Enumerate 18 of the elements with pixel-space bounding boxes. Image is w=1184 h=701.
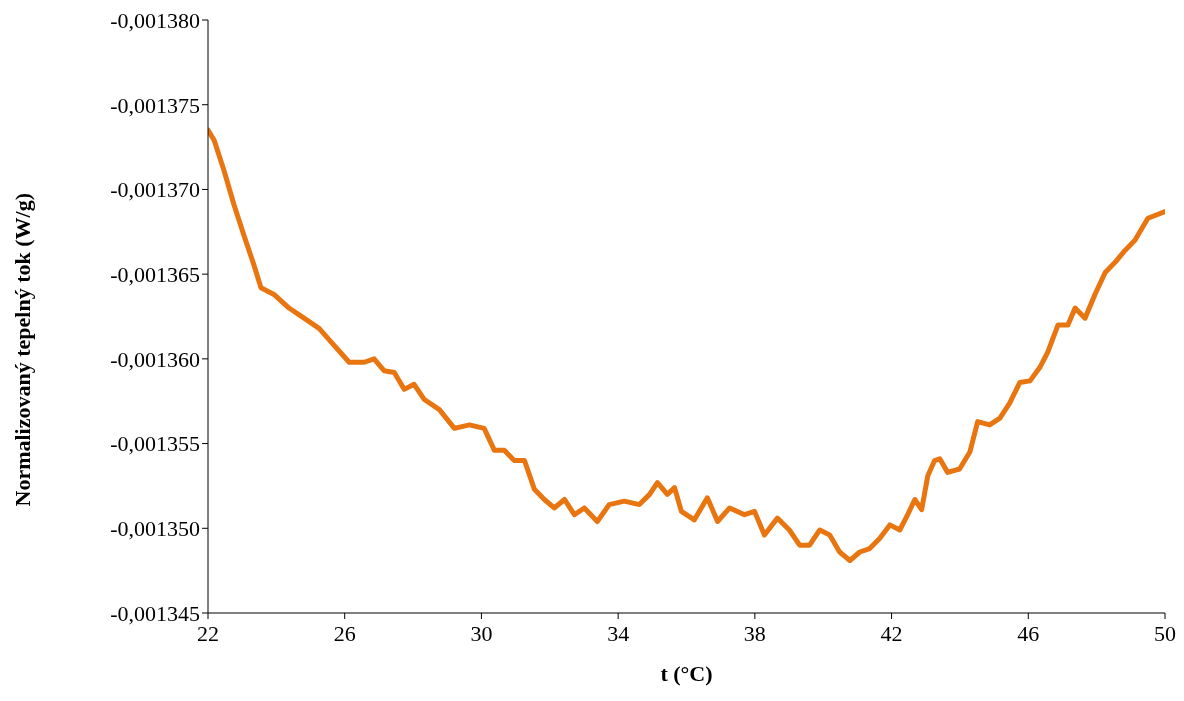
y-tick-label: -0,001360 [110,346,200,372]
x-tick-label: 50 [1154,620,1176,646]
y-tick-label: -0,001345 [110,600,200,626]
x-tick-label: 38 [743,620,766,646]
y-tick-label: -0,001350 [110,516,200,542]
x-tick-label: 34 [607,620,630,646]
x-tick-label: 26 [333,620,356,646]
x-tick-label: 42 [880,620,903,646]
y-tick-label: -0,001355 [110,431,200,457]
x-tick-label: 22 [197,620,219,646]
y-axis-title: Normalizovaný tepelný tok (W/g) [9,193,35,507]
x-tick-label: 46 [1017,620,1040,646]
y-tick-label: -0,001380 [110,7,200,33]
y-tick-label: -0,001370 [110,177,200,203]
y-tick-label: -0,001375 [110,92,200,118]
y-tick-label: -0,001365 [110,261,200,287]
x-axis-title: t (°C) [660,661,713,686]
x-tick-label: 30 [470,620,493,646]
